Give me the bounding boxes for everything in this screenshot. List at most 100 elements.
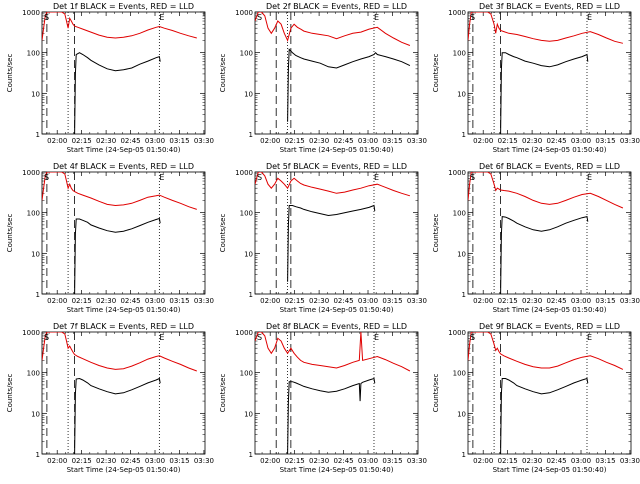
x-tick-label: 03:00	[145, 457, 165, 465]
x-tick-label: 02:15	[72, 137, 92, 145]
y-axis-label: Counts/sec	[6, 214, 14, 253]
lld-series-line	[42, 332, 197, 372]
x-axis-label: Start Time (24-Sep-05 01:50:40)	[67, 466, 181, 474]
x-tick-label: 02:00	[47, 137, 67, 145]
y-tick-label: 100	[240, 50, 253, 58]
plot-frame	[467, 331, 632, 455]
y-tick-label: 1	[36, 131, 40, 139]
x-tick-label: 02:45	[546, 457, 566, 465]
x-tick-label: 03:15	[382, 297, 402, 305]
detector-plot-3: Det 3f BLACK = Events, RED = LLD 1 10 100 10…	[432, 2, 640, 154]
y-axis-label: Counts/sec	[219, 374, 227, 413]
x-tick-label: 03:00	[145, 137, 165, 145]
y-axis-label: Counts/sec	[432, 214, 440, 253]
x-tick-label: 02:15	[498, 137, 518, 145]
y-tick-label: 1000	[448, 169, 466, 177]
x-tick-label: 02:00	[260, 137, 280, 145]
start-marker-label: S	[44, 333, 49, 342]
lld-series-line	[255, 172, 411, 197]
x-tick-label: 02:15	[285, 137, 305, 145]
plot-frame	[41, 11, 206, 135]
end-marker-label: E	[374, 13, 379, 22]
start-marker-label: S	[257, 333, 262, 342]
y-tick-label: 1	[36, 451, 40, 459]
y-tick-label: 100	[27, 210, 40, 218]
x-tick-label: 02:00	[473, 457, 493, 465]
x-tick-label: 02:00	[260, 297, 280, 305]
x-tick-label: 02:00	[260, 457, 280, 465]
plot-area	[468, 12, 624, 134]
y-tick-label: 1	[36, 291, 40, 299]
y-tick-label: 10	[31, 250, 40, 258]
y-tick-label: 100	[240, 210, 253, 218]
x-axis-label: Start Time (24-Sep-05 01:50:40)	[280, 146, 394, 154]
x-axis-label: Start Time (24-Sep-05 01:50:40)	[280, 466, 394, 474]
end-marker-label: E	[374, 333, 379, 342]
events-series-line	[74, 377, 161, 454]
x-tick-label: 03:00	[358, 297, 378, 305]
x-tick-label: 02:30	[96, 137, 116, 145]
start-marker-label: S	[44, 173, 49, 182]
plot-area	[42, 12, 197, 134]
x-tick-label: 02:00	[473, 137, 493, 145]
events-series-line	[500, 377, 589, 454]
detector-plot-8: Det 8f BLACK = Events, RED = LLD 1 10 100 10…	[219, 322, 427, 474]
x-tick-label: 02:15	[72, 457, 92, 465]
x-tick-label: 02:15	[72, 297, 92, 305]
events-series-line	[500, 215, 589, 294]
x-tick-label: 03:00	[358, 137, 378, 145]
x-tick-label: 03:15	[382, 457, 402, 465]
y-axis-label: Counts/sec	[6, 54, 14, 93]
x-tick-label: 02:45	[546, 297, 566, 305]
lld-series-line	[468, 172, 624, 209]
detector-plot-9: Det 9f BLACK = Events, RED = LLD 1 10 100 10…	[432, 322, 640, 474]
detector-plot-6: Det 6f BLACK = Events, RED = LLD 1 10 100 10…	[432, 162, 640, 314]
y-tick-label: 10	[31, 90, 40, 98]
y-tick-label: 1	[462, 291, 466, 299]
x-tick-label: 02:30	[96, 457, 116, 465]
start-marker-label: S	[470, 333, 475, 342]
detector-plot-7: Det 7f BLACK = Events, RED = LLD 1 10 100 10…	[6, 322, 214, 474]
x-tick-label: 02:45	[333, 297, 353, 305]
plot-frame	[254, 331, 419, 455]
x-tick-label: 02:45	[120, 457, 140, 465]
end-marker-label: E	[159, 333, 164, 342]
x-tick-label: 02:15	[498, 457, 518, 465]
x-tick-label: 03:15	[382, 137, 402, 145]
plot-frame	[254, 171, 419, 295]
y-tick-label: 10	[244, 410, 253, 418]
y-tick-label: 100	[453, 50, 466, 58]
y-tick-label: 1000	[22, 329, 40, 337]
plot-title: Det 6f BLACK = Events, RED = LLD	[479, 162, 620, 171]
y-tick-label: 10	[457, 410, 466, 418]
y-tick-label: 10	[31, 410, 40, 418]
y-axis-label: Counts/sec	[432, 54, 440, 93]
plot-title: Det 9f BLACK = Events, RED = LLD	[479, 322, 620, 331]
start-marker-label: S	[257, 173, 262, 182]
x-tick-label: 03:30	[407, 297, 427, 305]
y-tick-label: 1000	[448, 329, 466, 337]
x-tick-label: 03:30	[194, 297, 214, 305]
start-marker-label: S	[470, 13, 475, 22]
y-tick-label: 1000	[448, 9, 466, 17]
y-tick-label: 10	[457, 250, 466, 258]
lld-series-line	[42, 172, 197, 210]
x-tick-label: 03:15	[169, 297, 189, 305]
events-series-line	[287, 48, 411, 122]
y-tick-label: 1000	[235, 169, 253, 177]
x-axis-label: Start Time (24-Sep-05 01:50:40)	[493, 306, 607, 314]
x-tick-label: 03:00	[145, 297, 165, 305]
x-tick-label: 02:45	[120, 297, 140, 305]
events-series-line	[74, 52, 161, 134]
x-tick-label: 03:00	[571, 137, 591, 145]
x-tick-label: 03:15	[169, 457, 189, 465]
y-tick-label: 10	[244, 250, 253, 258]
x-tick-label: 02:30	[309, 297, 329, 305]
plot-area	[255, 172, 411, 294]
plot-frame	[254, 11, 419, 135]
x-tick-label: 03:00	[358, 457, 378, 465]
detector-plot-2: Det 2f BLACK = Events, RED = LLD 1 10 100 10…	[219, 2, 427, 154]
x-axis-label: Start Time (24-Sep-05 01:50:40)	[67, 306, 181, 314]
